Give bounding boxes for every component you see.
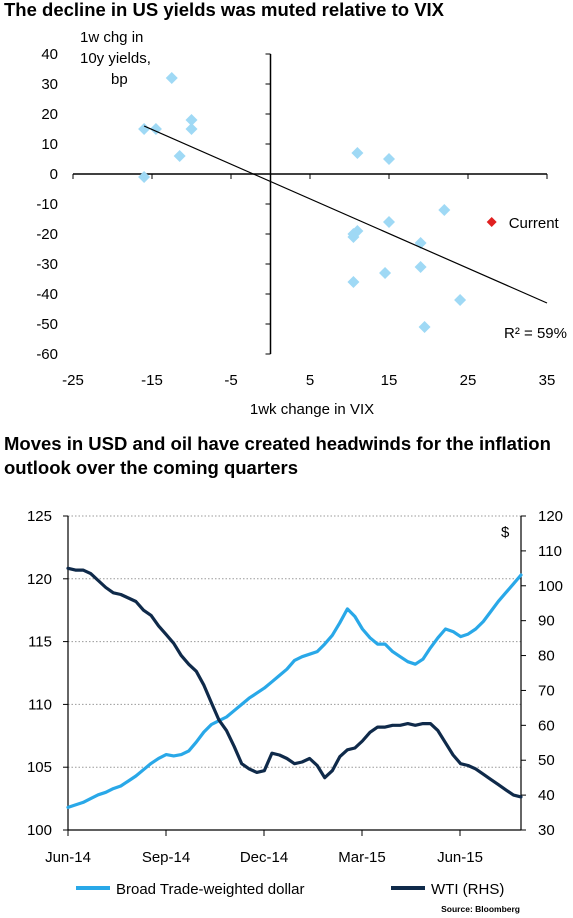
left-tick-label: 110 xyxy=(28,696,52,713)
right-tick-label: 80 xyxy=(538,648,555,665)
y-tick-label: 30 xyxy=(41,76,58,93)
y-tick-label: 0 xyxy=(50,166,58,183)
scatter-chart: 40 30 20 10 0 -10 -20 -30 -40 -50 -60-25 -15 -5 5 15 25… xyxy=(36,29,567,418)
right-tick-label: 90 xyxy=(538,613,555,630)
scatter-point xyxy=(185,114,198,126)
line-chart-gridlines xyxy=(68,515,521,768)
right-tick-label: 30 xyxy=(538,822,555,839)
legend-label-dollar: Broad Trade-weighted dollar xyxy=(116,881,304,898)
scatter-point xyxy=(347,231,360,243)
right-tick-label: 110 xyxy=(538,543,562,560)
current-point-marker xyxy=(486,217,497,227)
x-tick-label: Sep-14 xyxy=(142,849,190,866)
x-tick-label: -15 xyxy=(141,372,163,389)
legend-label-wti: WTI (RHS) xyxy=(431,881,504,898)
x-tick-label: -25 xyxy=(62,372,84,389)
left-tick-label: 105 xyxy=(27,759,52,776)
x-tick-label: Jun-15 xyxy=(437,849,483,866)
series-line-wti xyxy=(66,566,523,799)
x-tick-label: 5 xyxy=(306,372,314,389)
line-chart-axes xyxy=(63,515,526,836)
series-line-dollar xyxy=(66,573,523,810)
scatter-point xyxy=(138,123,151,135)
x-tick-label: 35 xyxy=(539,372,556,389)
left-tick-label: 100 xyxy=(27,822,52,839)
line-chart-series xyxy=(66,566,523,810)
y-tick-label: 40 xyxy=(41,46,58,63)
scatter-point xyxy=(414,261,427,273)
right-tick-label: 60 xyxy=(538,717,555,734)
scatter-point xyxy=(379,267,392,279)
y-tick-label: -20 xyxy=(36,226,58,243)
x-tick-label: Jun-14 xyxy=(45,849,91,866)
scatter-point xyxy=(438,204,451,216)
left-tick-label: 115 xyxy=(28,634,52,651)
left-tick-label: 120 xyxy=(27,571,52,588)
y-tick-label: 10 xyxy=(41,136,58,153)
source-note: Source: Bloomberg xyxy=(441,904,520,914)
y-axis-label-line-1: 1w chg in xyxy=(80,29,143,46)
y-tick-label: -10 xyxy=(36,196,58,213)
current-point-label: Current xyxy=(509,215,560,232)
right-axis-unit: $ xyxy=(501,524,510,541)
r-squared-label: R² = 59% xyxy=(504,325,567,342)
scatter-trendline xyxy=(143,125,548,304)
y-tick-label: -30 xyxy=(36,256,58,273)
scatter-point xyxy=(418,321,431,333)
scatter-point xyxy=(185,123,198,135)
x-tick-label: 15 xyxy=(381,372,398,389)
line-chart-legend: Broad Trade-weighted dollar WTI (RHS) xyxy=(76,881,504,898)
y-tick-label: 20 xyxy=(41,106,58,123)
line-chart-title: Moves in USD and oil have created headwi… xyxy=(4,433,551,479)
right-tick-label: 50 xyxy=(538,752,555,769)
y-axis-label-line-3: bp xyxy=(111,71,128,88)
right-tick-label: 70 xyxy=(538,682,555,699)
scatter-point xyxy=(347,276,360,288)
y-tick-label: -50 xyxy=(36,316,58,333)
scatter-point xyxy=(383,153,395,165)
y-tick-label: -60 xyxy=(36,346,58,363)
right-tick-label: 120 xyxy=(538,508,563,525)
right-tick-label: 40 xyxy=(538,787,555,804)
y-axis-label-line-2: 10y yields, xyxy=(80,50,151,67)
scatter-point xyxy=(351,147,364,159)
scatter-point xyxy=(173,150,186,162)
x-axis-label: 1wk change in VIX xyxy=(250,401,374,418)
scatter-point xyxy=(138,171,151,183)
x-tick-label: Mar-15 xyxy=(338,849,386,866)
x-tick-label: -5 xyxy=(224,372,237,389)
scatter-axes xyxy=(72,53,548,355)
y-tick-label: -40 xyxy=(36,286,58,303)
left-tick-label: 125 xyxy=(27,508,52,525)
scatter-tick-labels: 40 30 20 10 0 -10 -20 -30 -40 -50 -60-25 -15 -5 5 15 25… xyxy=(36,46,555,389)
x-tick-label: Dec-14 xyxy=(240,849,288,866)
line-chart-tick-labels: 125 120 115 110 105 100 120 110 100 90 80 70 60 50 40 3… xyxy=(27,508,563,866)
trendline-line xyxy=(143,125,548,304)
x-tick-label: 25 xyxy=(460,372,477,389)
scatter-point xyxy=(454,294,467,306)
scatter-point xyxy=(383,216,395,228)
right-tick-label: 100 xyxy=(538,578,563,595)
scatter-chart-title: The decline in US yields was muted relat… xyxy=(4,0,445,20)
scatter-point xyxy=(165,72,178,84)
scatter-points xyxy=(138,72,497,333)
